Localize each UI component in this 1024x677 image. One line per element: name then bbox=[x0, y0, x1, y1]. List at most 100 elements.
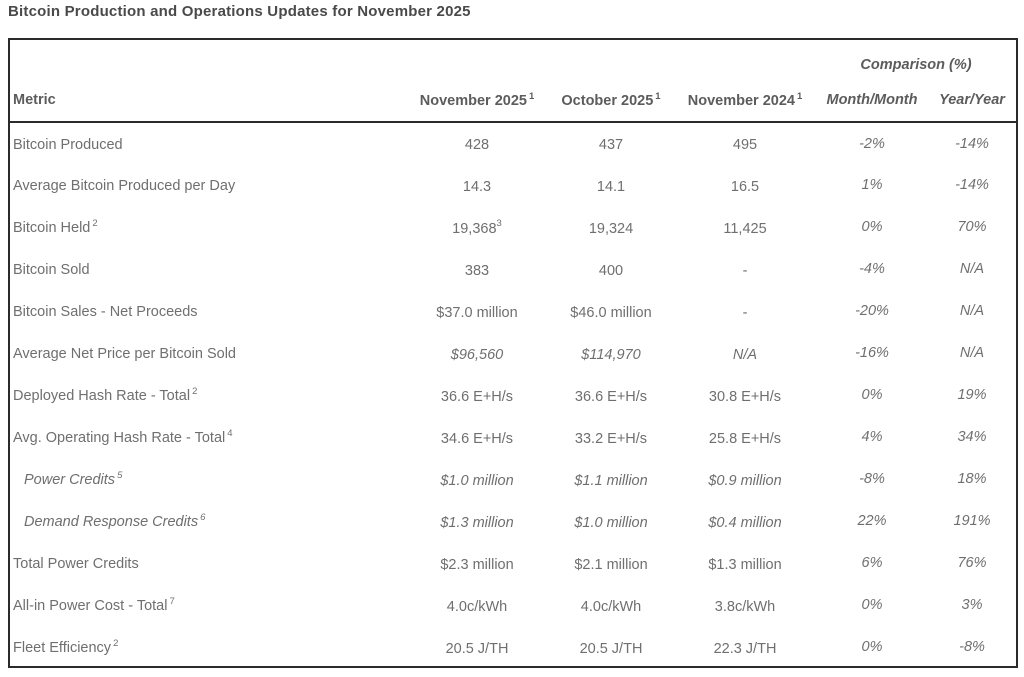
value-cell-november-2024: 3.8c/kWh bbox=[674, 584, 816, 626]
comparison-cell-month-month: -2% bbox=[859, 135, 885, 152]
value-cell-november-2024: 495 bbox=[674, 122, 816, 164]
metric-label: Deployed Hash Rate - Total bbox=[13, 388, 191, 404]
column-label: October 2025 bbox=[561, 92, 654, 109]
value-cell-november-2024: $1.3 million bbox=[674, 542, 816, 584]
comparison-cell-year-year: 70% bbox=[957, 219, 987, 235]
comparison-cell-year-year: N/A bbox=[959, 261, 985, 277]
footnote-superscript: 2 bbox=[92, 218, 98, 229]
cell-value: 33.2 E+H/s bbox=[574, 430, 648, 447]
value-cell-november-2025: 4.0c/kWh bbox=[406, 584, 548, 626]
table-row: Bitcoin Held 2 19,3683 19,324 11,425 0% 7… bbox=[10, 206, 1016, 248]
metric-cell: All-in Power Cost - Total 7 bbox=[10, 584, 406, 626]
cell-value: 11,425 bbox=[723, 220, 767, 237]
comparison-cell-month-month: 22% bbox=[857, 513, 887, 529]
cell-value: 383 bbox=[464, 262, 490, 279]
metric-cell: Fleet Efficiency 2 bbox=[10, 626, 406, 668]
comparison-cell-month-month: 0% bbox=[861, 597, 883, 613]
column-header-october-2025: October 2025 1 bbox=[548, 78, 674, 123]
cell-value: 19,324 bbox=[588, 220, 634, 237]
value-cell-november-2025: $37.0 million bbox=[406, 290, 548, 332]
value-cell-october-2025: 36.6 E+H/s bbox=[548, 374, 674, 416]
cell-value: $1.1 million bbox=[574, 472, 648, 489]
metric-cell: Average Bitcoin Produced per Day bbox=[10, 164, 406, 206]
footnote-superscript: 7 bbox=[169, 596, 175, 607]
cell-value: $1.3 million bbox=[440, 514, 514, 531]
table-row: Bitcoin Sold 383 400 - -4% N/A bbox=[10, 248, 1016, 290]
metric-label: Average Net Price per Bitcoin Sold bbox=[13, 346, 236, 362]
table-row: Deployed Hash Rate - Total 2 36.6 E+H/s 3… bbox=[10, 374, 1016, 416]
cell-value: 19,368 bbox=[452, 220, 497, 237]
metric-label: Total Power Credits bbox=[13, 556, 139, 572]
metric-cell: Demand Response Credits 6 bbox=[10, 500, 406, 542]
footnote-superscript: 3 bbox=[496, 217, 502, 229]
comparison-cell-year-year: 18% bbox=[957, 471, 987, 487]
comparison-cell-month-month: -20% bbox=[855, 303, 889, 319]
cell-value: $1.0 million bbox=[440, 472, 514, 489]
value-cell-october-2025: 4.0c/kWh bbox=[548, 584, 674, 626]
cell-value: 34.6 E+H/s bbox=[440, 430, 514, 447]
table-row: Demand Response Credits 6 $1.3 million $1… bbox=[10, 500, 1016, 542]
cell-value: $96,560 bbox=[450, 346, 504, 363]
value-cell-october-2025: $2.1 million bbox=[548, 542, 674, 584]
table-row: Average Net Price per Bitcoin Sold $96,5… bbox=[10, 332, 1016, 374]
value-cell-october-2025: $1.0 million bbox=[548, 500, 674, 542]
metric-label: Average Bitcoin Produced per Day bbox=[13, 178, 236, 194]
footnote-superscript: 6 bbox=[200, 512, 206, 523]
value-cell-november-2025: 428 bbox=[406, 122, 548, 164]
column-header-november-2024: November 2024 1 bbox=[674, 78, 816, 123]
header-spacer bbox=[10, 40, 816, 78]
cell-value: 495 bbox=[732, 137, 758, 153]
footnote-superscript: 1 bbox=[655, 90, 661, 102]
comparison-cell-year-year: N/A bbox=[959, 303, 985, 319]
cell-value: $1.0 million bbox=[574, 514, 648, 531]
metric-cell: Power Credits 5 bbox=[10, 458, 406, 500]
cell-value: - bbox=[742, 304, 748, 321]
cell-value: 22.3 J/TH bbox=[713, 640, 777, 657]
cell-value: $2.3 million bbox=[440, 556, 514, 573]
metric-cell: Bitcoin Produced bbox=[10, 122, 406, 164]
comparison-cell-month-month: -8% bbox=[859, 471, 885, 487]
metric-label: Avg. Operating Hash Rate - Total bbox=[13, 430, 226, 446]
cell-value: - bbox=[742, 262, 748, 279]
metric-label: Demand Response Credits bbox=[24, 514, 199, 530]
value-cell-november-2025: 14.3 bbox=[406, 164, 548, 206]
column-label: November 2025 bbox=[419, 92, 527, 109]
table-row: Bitcoin Produced 428 437 495 -2% -14% bbox=[10, 122, 1016, 164]
cell-value: N/A bbox=[732, 346, 758, 363]
cell-value: 3.8c/kWh bbox=[714, 598, 776, 615]
column-label: Month/Month bbox=[826, 91, 918, 108]
comparison-cell-year-year: -14% bbox=[955, 177, 989, 193]
metrics-table: Comparison (%) Metric November 2025 1 Oct… bbox=[10, 40, 1017, 668]
table-row: Average Bitcoin Produced per Day 14.3 14… bbox=[10, 164, 1016, 206]
footnote-superscript: 4 bbox=[227, 428, 233, 439]
cell-value: $37.0 million bbox=[436, 304, 518, 321]
metric-label: Bitcoin Held bbox=[13, 220, 91, 236]
value-cell-october-2025: 19,324 bbox=[548, 206, 674, 248]
column-header-november-2025: November 2025 1 bbox=[406, 78, 548, 123]
footnote-superscript: 1 bbox=[528, 90, 535, 102]
cell-value: 4.0c/kWh bbox=[580, 598, 642, 615]
comparison-cell-month-month: 1% bbox=[861, 177, 883, 193]
table-row: All-in Power Cost - Total 7 4.0c/kWh 4.0c… bbox=[10, 584, 1016, 626]
metric-cell: Deployed Hash Rate - Total 2 bbox=[10, 374, 406, 416]
metric-cell: Bitcoin Sales - Net Proceeds bbox=[10, 290, 406, 332]
metric-cell: Bitcoin Held 2 bbox=[10, 206, 406, 248]
value-cell-october-2025: $1.1 million bbox=[548, 458, 674, 500]
comparison-cell-year-year: 19% bbox=[957, 387, 987, 403]
comparison-cell-month-month: -16% bbox=[855, 345, 889, 361]
cell-value: 20.5 J/TH bbox=[579, 640, 643, 657]
comparison-cell-month-month: 4% bbox=[861, 429, 883, 445]
cell-value: 25.8 E+H/s bbox=[708, 430, 782, 447]
value-cell-november-2024: 16.5 bbox=[674, 164, 816, 206]
footnote-superscript: 2 bbox=[113, 638, 119, 649]
value-cell-november-2024: $0.4 million bbox=[674, 500, 816, 542]
footnote-superscript: 2 bbox=[192, 386, 198, 397]
metric-cell: Avg. Operating Hash Rate - Total 4 bbox=[10, 416, 406, 458]
cell-value: 400 bbox=[598, 262, 624, 279]
metric-label: Power Credits bbox=[24, 472, 116, 488]
column-label: Year/Year bbox=[939, 91, 1005, 108]
cell-value: $0.4 million bbox=[708, 514, 782, 531]
column-header-row: Metric November 2025 1 October 2025 1 Nove… bbox=[10, 78, 1017, 123]
value-cell-october-2025: 20.5 J/TH bbox=[548, 626, 674, 668]
value-cell-november-2025: $2.3 million bbox=[406, 542, 548, 584]
